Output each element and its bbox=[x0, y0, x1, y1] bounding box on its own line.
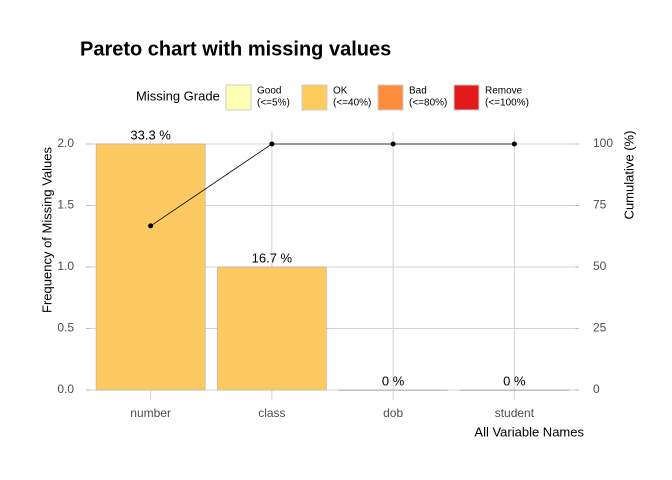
legend-swatch bbox=[225, 84, 252, 111]
legend-range: (<=80%) bbox=[409, 98, 447, 109]
legend-label: OK bbox=[333, 86, 348, 97]
bar bbox=[95, 143, 206, 391]
y-tick-label: 1.0 bbox=[57, 259, 74, 273]
value-label: 16.7 % bbox=[252, 250, 293, 265]
value-label: 0 % bbox=[503, 373, 526, 388]
legend-title: Missing Grade bbox=[136, 88, 220, 103]
y2-tick-label: 0 bbox=[593, 382, 600, 396]
bar bbox=[217, 266, 327, 391]
legend-label: Bad bbox=[409, 86, 427, 97]
y2-tick-label: 50 bbox=[593, 259, 607, 273]
y2-tick-label: 75 bbox=[593, 198, 607, 212]
y-axis-label: Frequency of Missing Values bbox=[39, 147, 54, 313]
bar bbox=[338, 389, 448, 391]
y2-tick-label: 25 bbox=[593, 321, 607, 335]
y-tick-label: 0.5 bbox=[57, 321, 74, 335]
legend-range: (<=100%) bbox=[485, 98, 529, 109]
legend-swatch bbox=[377, 84, 404, 111]
cumulative-point bbox=[511, 141, 517, 147]
y2-axis-label: Cumulative (%) bbox=[621, 131, 636, 220]
cumulative-point bbox=[269, 141, 275, 147]
legend-label: Remove bbox=[485, 86, 523, 97]
legend-range: (<=40%) bbox=[333, 98, 371, 109]
x-tick-label: number bbox=[130, 406, 171, 420]
x-tick-label: dob bbox=[383, 406, 403, 420]
x-tick-label: class bbox=[258, 406, 285, 420]
value-label: 33.3 % bbox=[130, 127, 171, 142]
cumulative-point bbox=[148, 223, 154, 229]
chart-title: Pareto chart with missing values bbox=[80, 38, 391, 60]
legend-label: Good bbox=[257, 86, 281, 97]
cumulative-point bbox=[390, 141, 396, 147]
legend-swatch bbox=[301, 84, 328, 111]
y-tick-label: 2.0 bbox=[57, 136, 74, 150]
y-tick-label: 1.5 bbox=[57, 198, 74, 212]
cumulative-line bbox=[150, 143, 515, 227]
y-tick-label: 0.0 bbox=[57, 382, 74, 396]
bar bbox=[459, 389, 570, 391]
legend-range: (<=5%) bbox=[257, 98, 290, 109]
y2-tick-label: 100 bbox=[593, 136, 613, 150]
x-tick-label: student bbox=[495, 406, 535, 420]
legend-swatch bbox=[453, 84, 480, 111]
value-label: 0 % bbox=[382, 373, 405, 388]
x-axis-label: All Variable Names bbox=[474, 424, 584, 439]
